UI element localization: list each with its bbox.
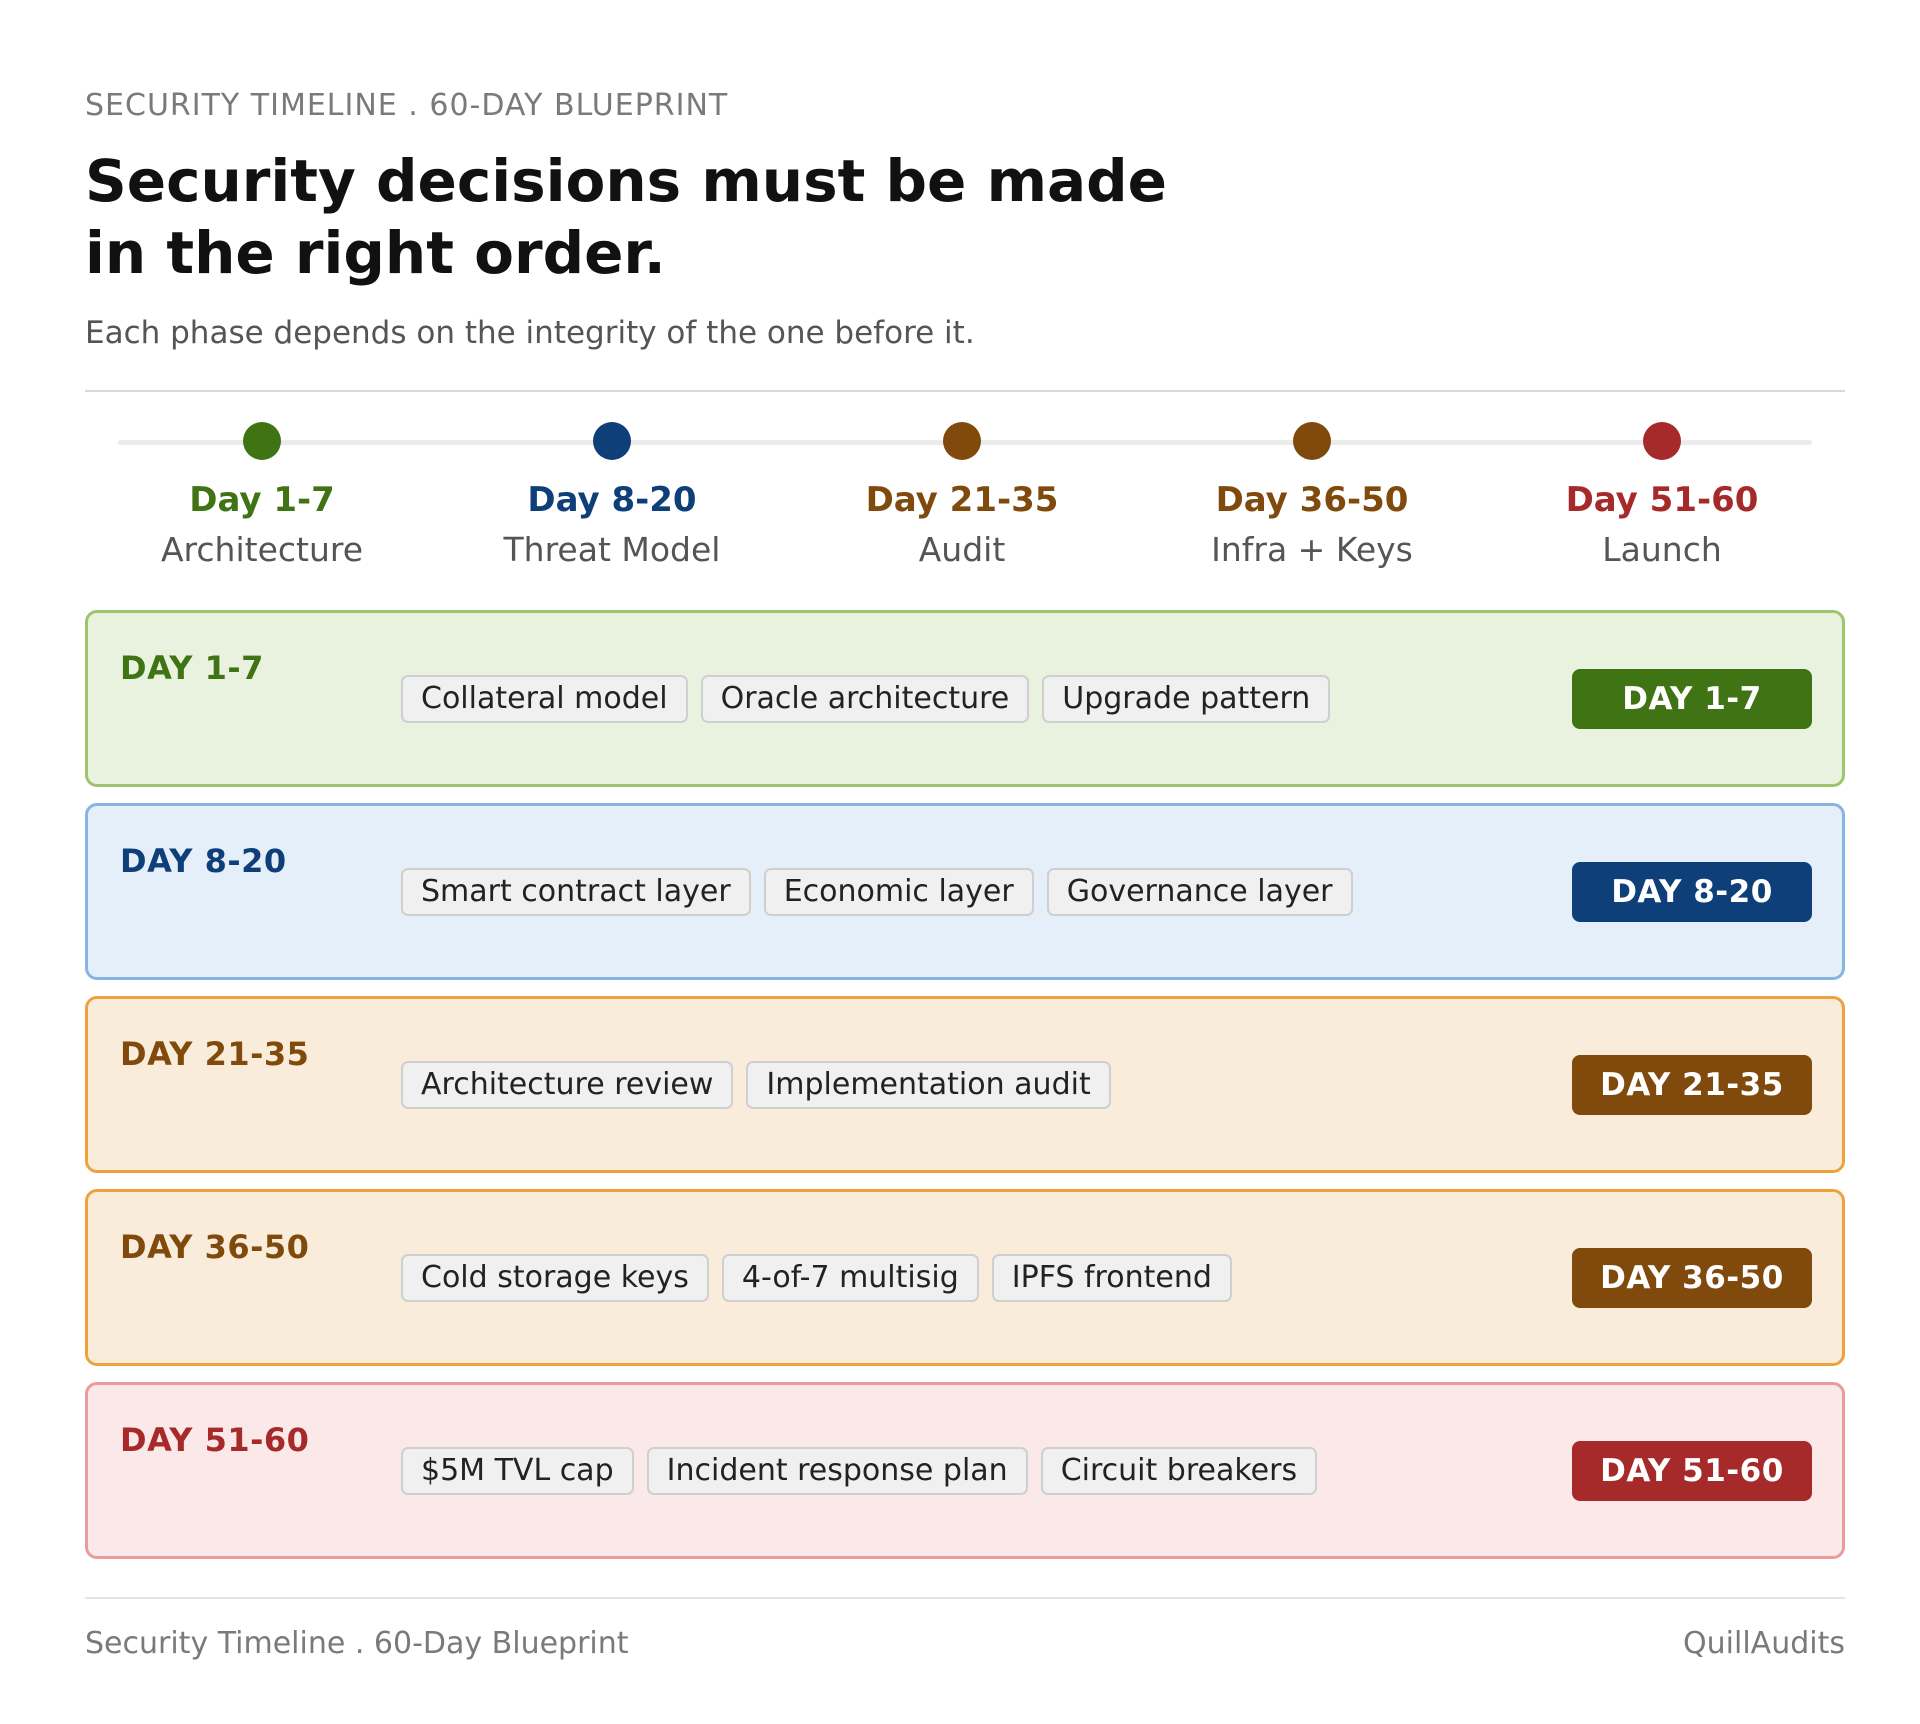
timeline-milestone: Day 1-7 Architecture	[102, 422, 422, 569]
header-divider	[85, 390, 1845, 392]
phase-tags: $5M TVL cap Incident response plan Circuit…	[401, 1447, 1318, 1495]
footer-title: Security Timeline . 60-Day Blueprint	[85, 1626, 629, 1661]
phase-label: DAY 36-50	[120, 1228, 310, 1266]
footer-divider	[85, 1597, 1845, 1599]
title-line-1: Security decisions must be made	[85, 147, 1168, 215]
phase-badge: DAY 8-20	[1572, 862, 1812, 922]
phase-tag: Smart contract layer	[401, 868, 751, 916]
page-title: Security decisions must be made in the r…	[85, 145, 1185, 289]
title-line-2: in the right order.	[85, 219, 666, 287]
phase-tag: Incident response plan	[646, 1447, 1028, 1495]
milestone-dot-icon	[1293, 422, 1331, 460]
phase-list: DAY 1-7 Collateral model Oracle architectu…	[85, 610, 1845, 1575]
footer-brand: QuillAudits	[1683, 1626, 1845, 1661]
phase-label: DAY 21-35	[120, 1035, 310, 1073]
phase-card: DAY 36-50 Cold storage keys 4-of-7 multisi…	[85, 1189, 1845, 1366]
milestone-name: Launch	[1602, 530, 1722, 569]
milestone-dot-icon	[943, 422, 981, 460]
phase-tags: Cold storage keys 4-of-7 multisig IPFS fro…	[401, 1254, 1232, 1302]
phase-tags: Smart contract layer Economic layer Govern…	[401, 868, 1353, 916]
phase-tag: $5M TVL cap	[401, 1447, 634, 1495]
phase-badge: DAY 36-50	[1572, 1248, 1812, 1308]
phase-label: DAY 51-60	[120, 1421, 310, 1459]
phase-tag: Economic layer	[763, 868, 1034, 916]
phase-tag: Collateral model	[401, 675, 688, 723]
phase-tag: Implementation audit	[746, 1061, 1111, 1109]
timeline-milestone: Day 51-60 Launch	[1502, 422, 1822, 569]
phase-badge: DAY 51-60	[1572, 1441, 1812, 1501]
phase-tag: Oracle architecture	[700, 675, 1030, 723]
phase-tag: Circuit breakers	[1040, 1447, 1318, 1495]
milestone-day: Day 51-60	[1565, 480, 1759, 520]
milestone-day: Day 8-20	[527, 480, 697, 520]
timeline-milestone: Day 8-20 Threat Model	[452, 422, 772, 569]
phase-tag: Upgrade pattern	[1042, 675, 1331, 723]
eyebrow-label: SECURITY TIMELINE . 60-DAY BLUEPRINT	[85, 88, 729, 123]
phase-card: DAY 21-35 Architecture review Implementati…	[85, 996, 1845, 1173]
phase-tags: Architecture review Implementation audit	[401, 1061, 1111, 1109]
phase-label: DAY 8-20	[120, 842, 287, 880]
phase-label: DAY 1-7	[120, 649, 264, 687]
milestone-day: Day 1-7	[189, 480, 335, 520]
milestone-name: Audit	[918, 530, 1006, 569]
milestone-name: Architecture	[160, 530, 364, 569]
phase-badge: DAY 21-35	[1572, 1055, 1812, 1115]
page-subtitle: Each phase depends on the integrity of t…	[85, 315, 975, 351]
milestone-dot-icon	[243, 422, 281, 460]
milestone-dot-icon	[593, 422, 631, 460]
milestone-day: Day 36-50	[1215, 480, 1409, 520]
phase-tag: IPFS frontend	[991, 1254, 1232, 1302]
phase-tag: Architecture review	[401, 1061, 734, 1109]
milestone-day: Day 21-35	[865, 480, 1059, 520]
phase-badge: DAY 1-7	[1572, 669, 1812, 729]
timeline-milestone: Day 36-50 Infra + Keys	[1152, 422, 1472, 569]
milestone-name: Infra + Keys	[1211, 530, 1413, 569]
phase-card: DAY 51-60 $5M TVL cap Incident response pl…	[85, 1382, 1845, 1559]
phase-tag: Governance layer	[1046, 868, 1353, 916]
phase-card: DAY 1-7 Collateral model Oracle architectu…	[85, 610, 1845, 787]
phase-tag: 4-of-7 multisig	[721, 1254, 979, 1302]
milestone-name: Threat Model	[503, 530, 721, 569]
phase-card: DAY 8-20 Smart contract layer Economic lay…	[85, 803, 1845, 980]
phase-tag: Cold storage keys	[401, 1254, 709, 1302]
timeline-milestone: Day 21-35 Audit	[802, 422, 1122, 569]
milestone-dot-icon	[1643, 422, 1681, 460]
phase-tags: Collateral model Oracle architecture Upgra…	[401, 675, 1331, 723]
